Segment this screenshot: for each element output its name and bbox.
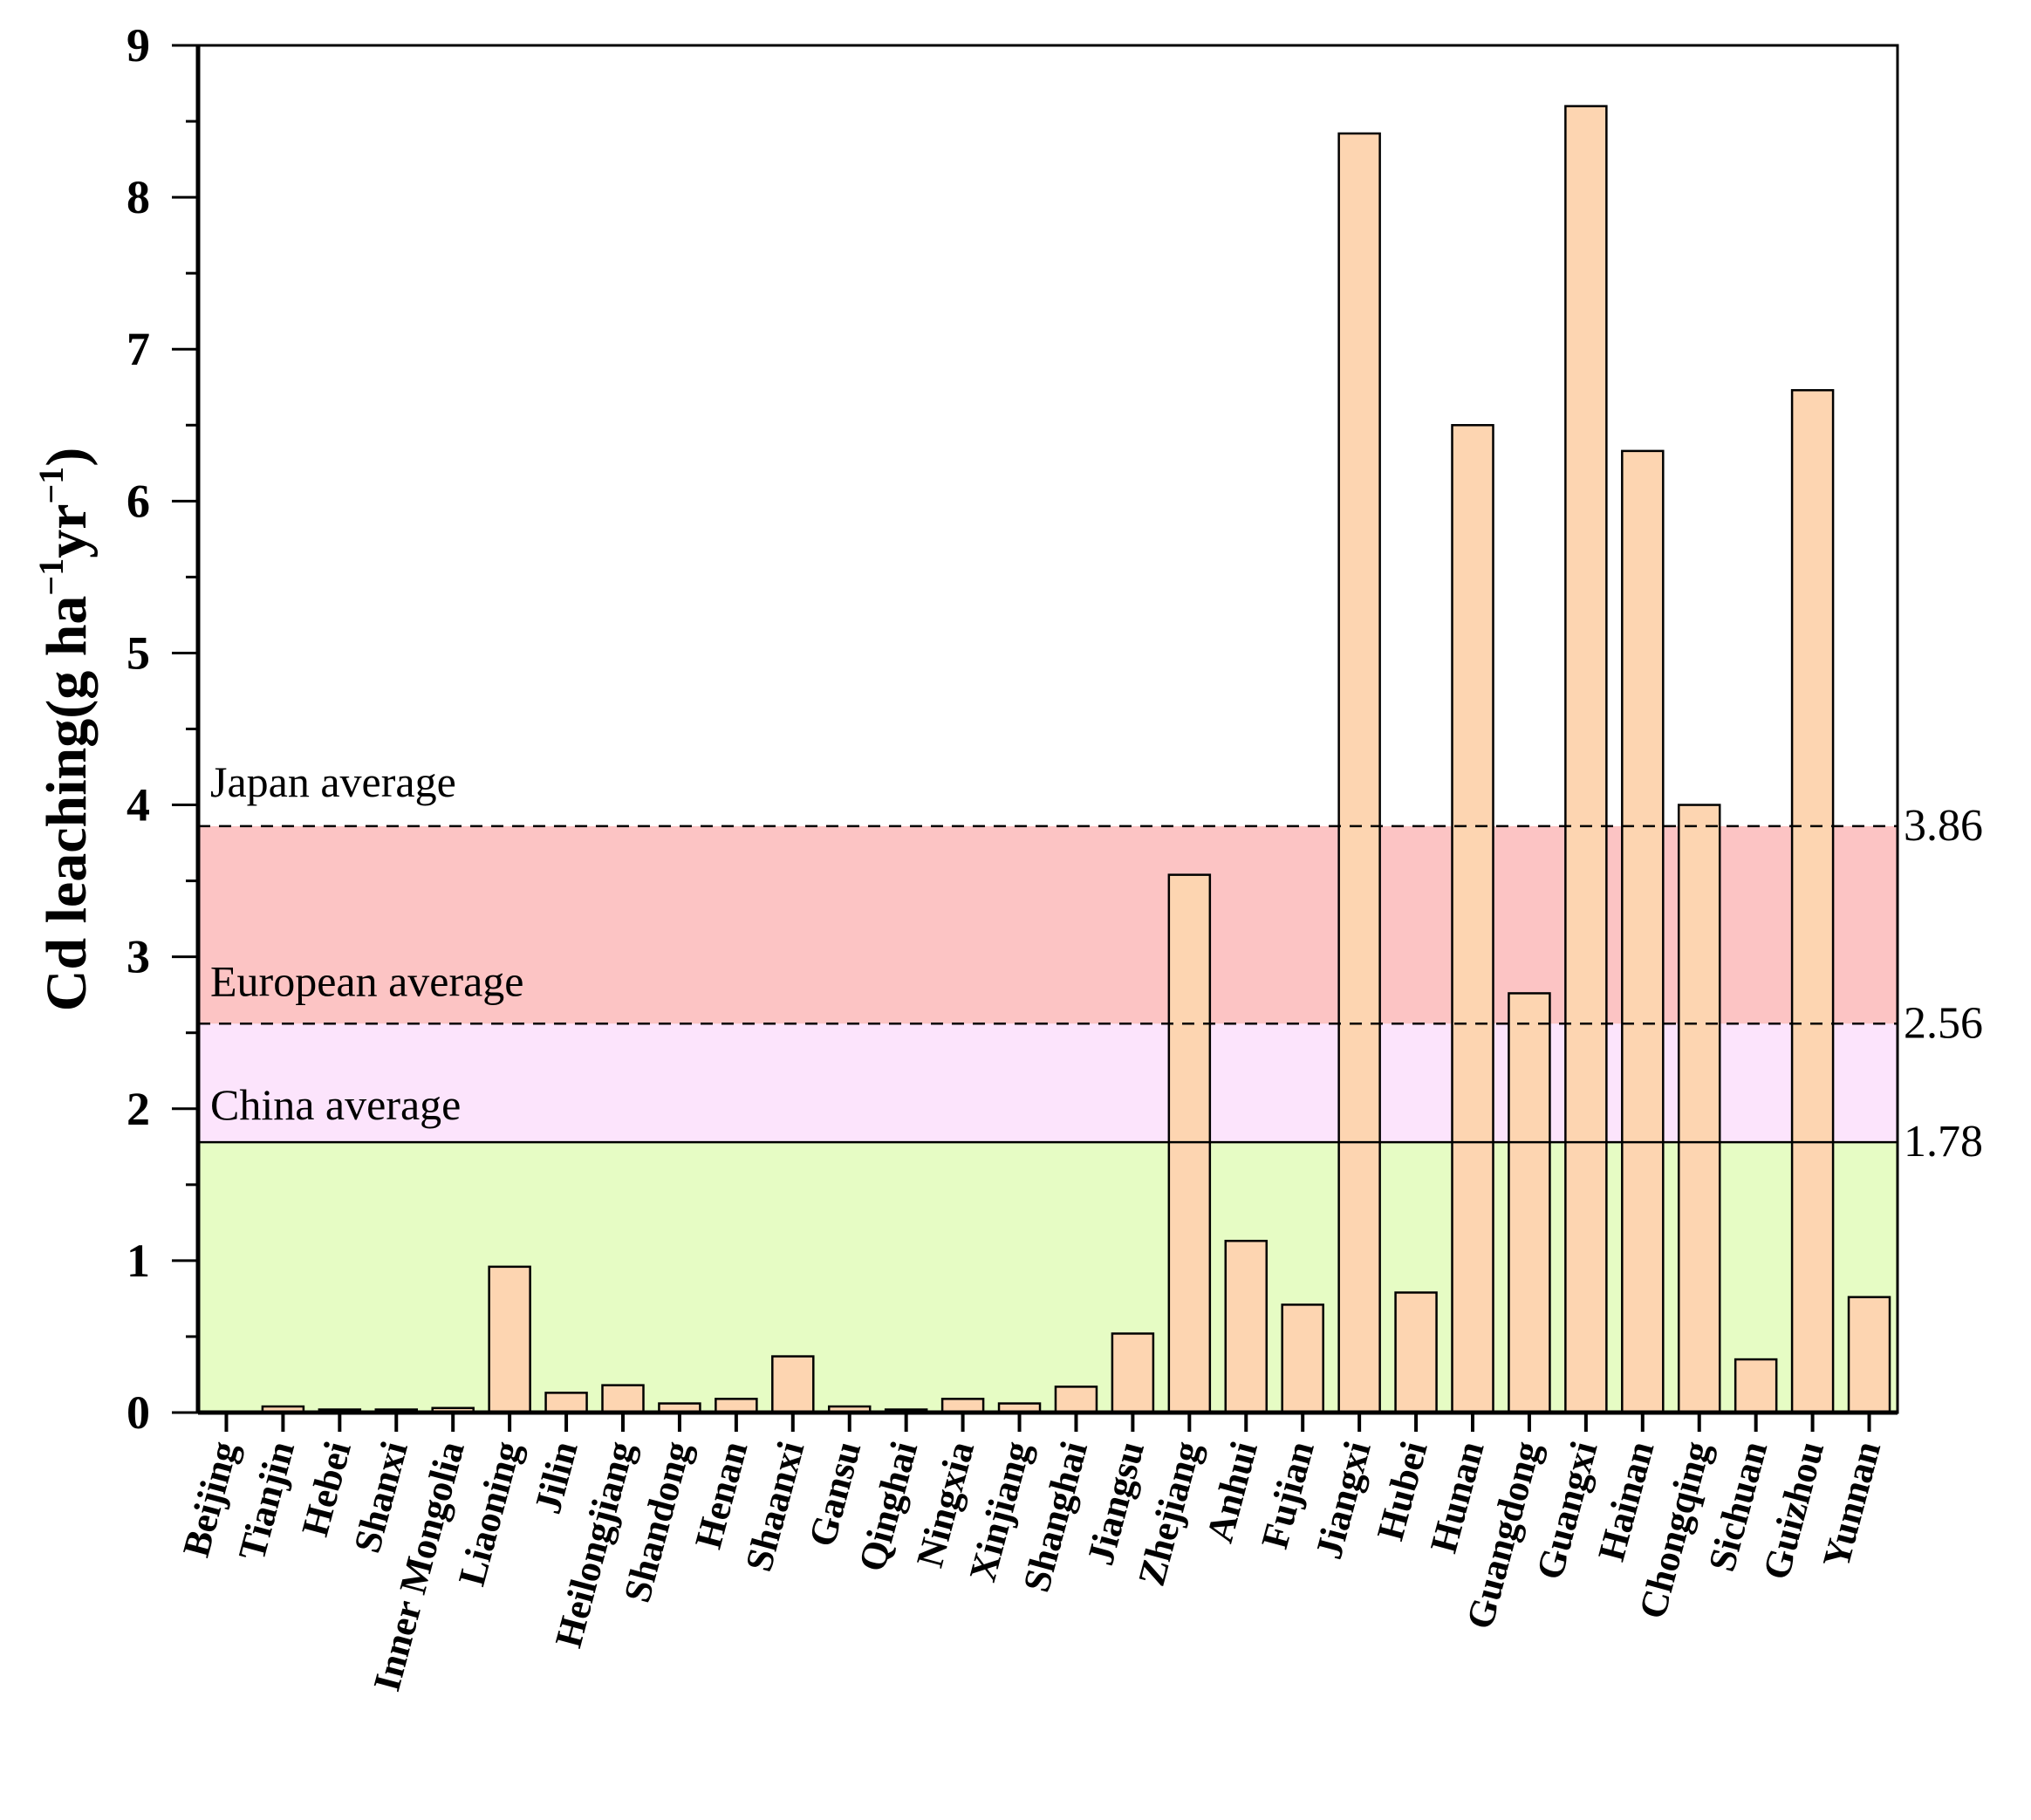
bar-jilin [544,1392,588,1414]
reference-lines: 3.86 Japan average 2.56 European average 1.7… [198,757,1983,1167]
bar-shanghai [1054,1386,1098,1414]
band-china-average [198,1142,1898,1413]
reference-label: China average [210,1080,461,1129]
bar-shaanxi [771,1355,815,1414]
x-tick-label: Hebei [293,1437,359,1541]
y-tick-label: 8 [127,171,150,223]
bar-liaoning [488,1265,531,1414]
y-tick-label: 9 [127,19,150,72]
bar-jiangsu [1111,1332,1155,1414]
reference-value-label: 2.56 [1904,998,1983,1048]
y-tick-labels: 0 1 2 3 4 5 6 7 8 9 [127,19,150,1439]
y-tick-label: 0 [127,1386,150,1439]
y-tick-label: 3 [127,931,150,983]
axes [172,44,1899,1432]
bars [204,105,1891,1415]
bar-chongqing [1677,804,1721,1414]
bar-sichuan [1734,1358,1778,1414]
bar-guangdong [1508,992,1551,1414]
bar-guizhou [1790,388,1835,1414]
y-axis-title-sup2: −1 [31,467,71,504]
bar-heilongjiang [601,1384,645,1414]
y-tick-label: 6 [127,475,150,527]
y-tick-label: 2 [127,1083,150,1135]
y-axis-title-main: Cd leaching(g ha [35,596,99,1012]
y-axis-title: Cd leaching(g ha−1yr−1) [31,448,99,1012]
y-axis-title-end: ) [35,448,99,467]
reference-label: Japan average [210,757,456,806]
bar-anhui [1224,1240,1269,1414]
band-japan-average [198,825,1898,1024]
x-tick-label: Jilin [526,1437,586,1518]
bar-zhejiang [1167,873,1212,1414]
bar-jiangxi [1337,132,1381,1414]
reference-bands [198,825,1898,1413]
bar-hunan [1451,424,1494,1414]
y-tick-label: 7 [127,323,150,375]
bar-hainan [1621,449,1665,1414]
bar-guangxi [1564,105,1608,1414]
bar-hubei [1394,1291,1438,1414]
reference-value-label: 1.78 [1904,1117,1983,1167]
y-tick-label: 4 [127,779,150,831]
y-tick-label: 1 [127,1235,150,1287]
y-axis-title-sup1: −1 [31,558,71,596]
bar-yunnan [1847,1296,1891,1414]
y-axis-title-mid: yr [35,503,99,558]
bar-fujian [1281,1303,1324,1414]
y-tick-label: 5 [127,626,150,679]
band-european-average [198,1023,1898,1143]
reference-label: European average [210,956,524,1005]
reference-value-label: 3.86 [1904,801,1983,851]
